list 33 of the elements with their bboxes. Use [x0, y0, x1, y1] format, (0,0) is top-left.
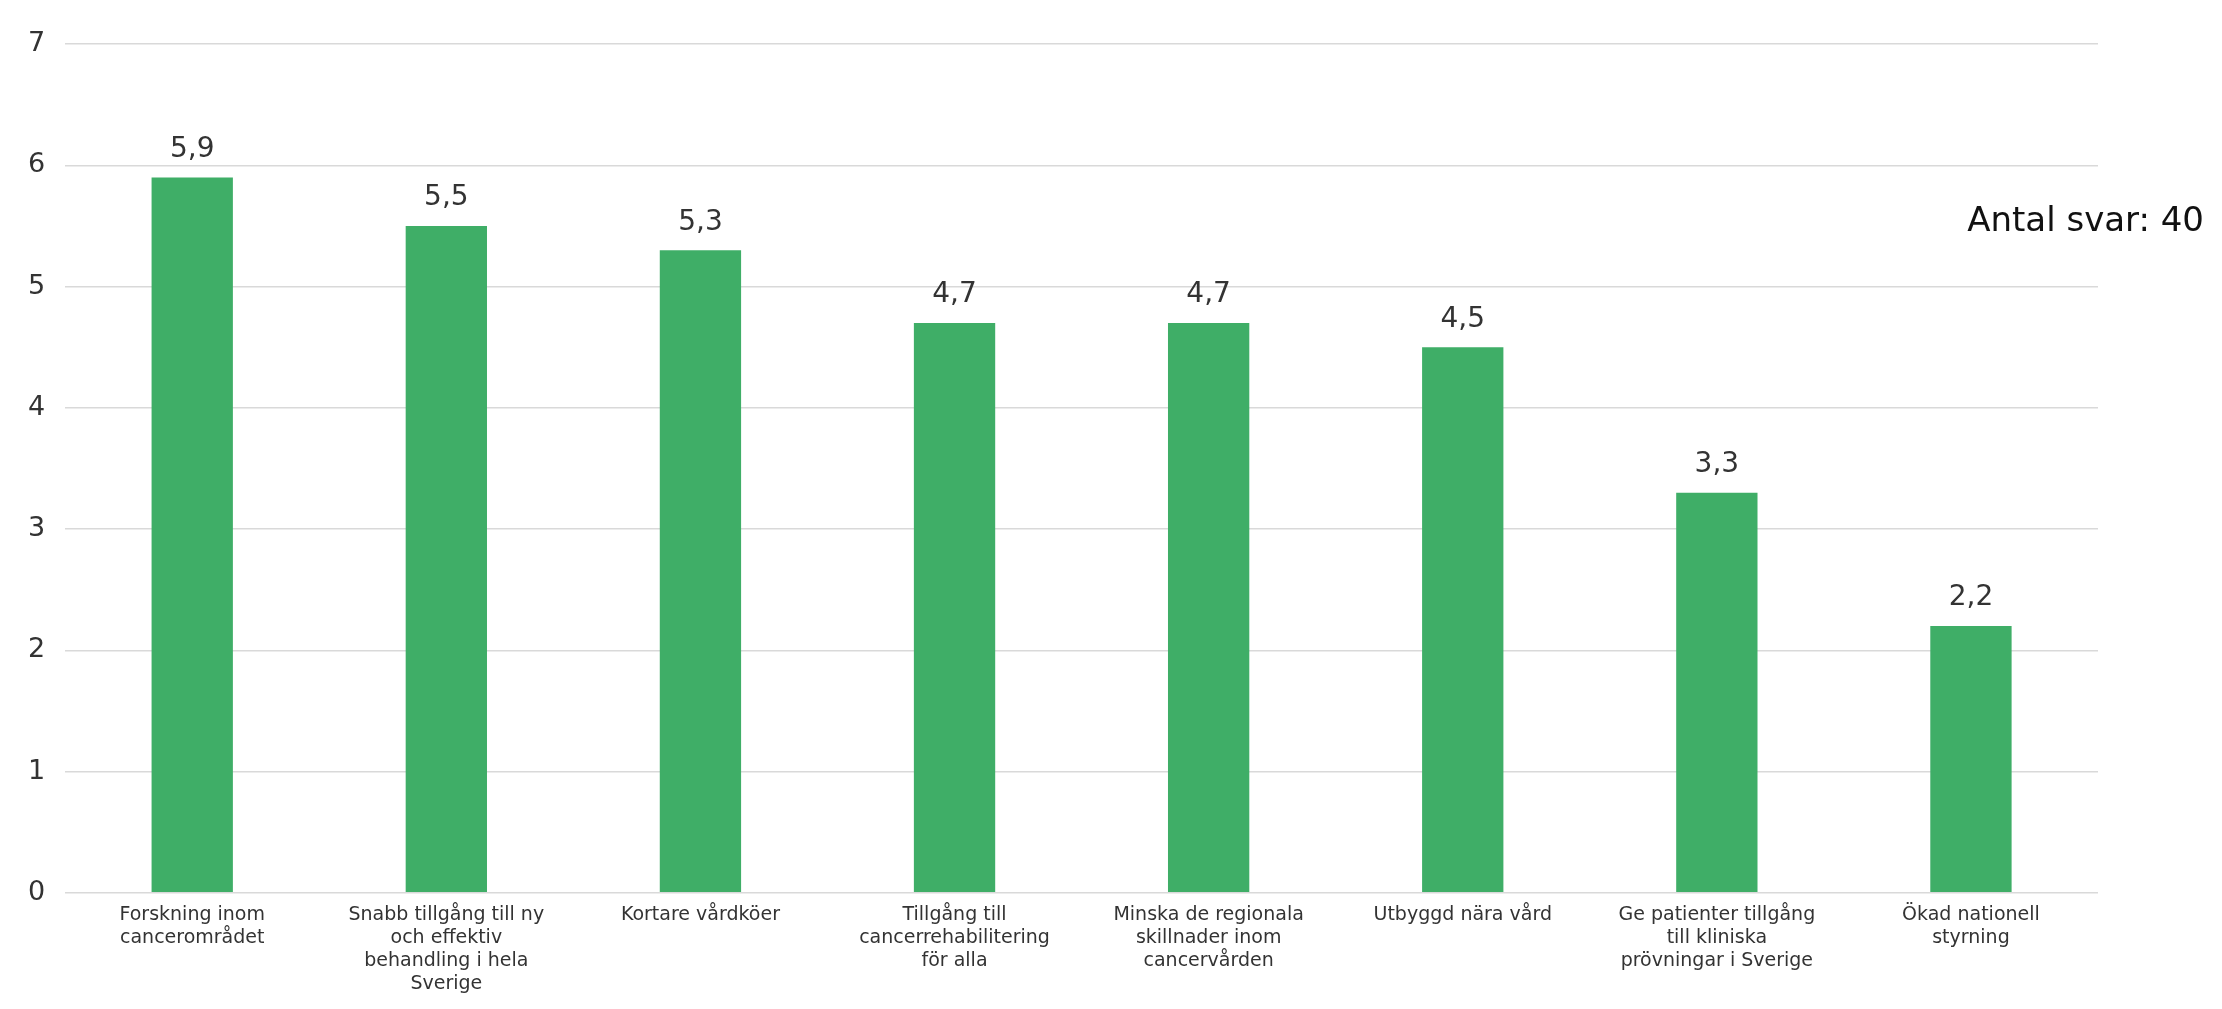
- y-tick-label: 4: [27, 389, 46, 421]
- x-tick-label: Snabb tillgång till ny och effektiv behandling i hela Sverige: [348, 902, 545, 993]
- data-label: 4,7: [1186, 276, 1231, 310]
- annotation: Antal svar: 40: [1967, 199, 2204, 240]
- bar: [1930, 626, 2012, 893]
- data-label: 4,5: [1440, 300, 1486, 334]
- y-tick-label: 2: [27, 632, 46, 664]
- x-tick-label: Kortare vårdköer: [620, 902, 781, 925]
- data-label: 3,3: [1694, 446, 1740, 480]
- y-tick-label: 3: [27, 511, 46, 543]
- y-tick-label: 7: [27, 26, 46, 58]
- y-tick-label: 1: [27, 753, 46, 785]
- bar: [1676, 492, 1758, 893]
- bar: [151, 177, 233, 893]
- bar: [1422, 347, 1504, 893]
- x-tick-label: Forskning inom cancerområdet: [119, 902, 265, 947]
- data-label: 5,3: [678, 203, 723, 237]
- x-tick-label: Ökad nationell styrning: [1902, 902, 2040, 947]
- x-tick-label: Tillgång till cancerrehabilitering för alla: [859, 902, 1050, 970]
- data-label: 5,5: [424, 179, 469, 213]
- bar: [659, 250, 742, 893]
- bar: [405, 226, 487, 893]
- y-tick-label: 6: [27, 147, 46, 179]
- data-label: 4,7: [932, 276, 977, 310]
- bar: [913, 323, 996, 893]
- data-label: 5,9: [169, 130, 215, 164]
- data-label: 2,2: [1948, 579, 1994, 613]
- x-tick-label: Ge patienter tillgång till kliniska prövningar i Sverige: [1618, 902, 1816, 970]
- y-tick-label: 0: [27, 874, 46, 906]
- y-tick-label: 5: [27, 268, 46, 300]
- x-tick-label: Minska de regionala skillnader inom cancervården: [1113, 902, 1304, 970]
- x-tick-label: Utbyggd nära vård: [1373, 902, 1552, 925]
- bar: [1167, 323, 1250, 893]
